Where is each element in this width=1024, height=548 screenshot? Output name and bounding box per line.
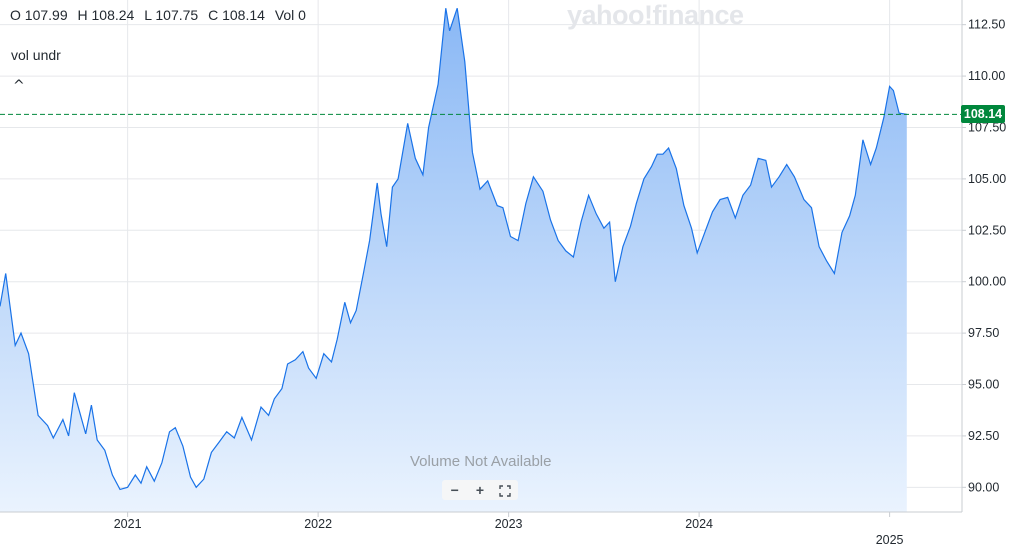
close-value: C 108.14 [208, 7, 265, 23]
y-tick-label: 90.00 [968, 480, 999, 494]
ohlc-readout: O 107.99 H 108.24 L 107.75 C 108.14 Vol … [10, 7, 312, 23]
x-tick-label: 2021 [114, 517, 142, 531]
low-value: L 107.75 [144, 7, 199, 23]
x-tick-label: 2025 [876, 533, 904, 547]
y-tick-label: 107.50 [968, 120, 1006, 134]
collapse-chevron-icon[interactable]: ^ [13, 78, 25, 94]
yahoo-finance-watermark: yahoo!finance [567, 0, 744, 30]
fullscreen-icon[interactable] [493, 480, 517, 500]
y-axis-ticks: 90.00 92.50 95.00 97.50 100.00 102.50 105.00 10… [962, 18, 1006, 494]
y-tick-label: 95.00 [968, 378, 999, 392]
x-tick-label: 2024 [685, 517, 713, 531]
current-price-tag: 108.14 [961, 105, 1005, 124]
y-tick-label: 105.00 [968, 172, 1006, 186]
price-line [0, 8, 907, 491]
study-label[interactable]: vol undr [11, 47, 61, 63]
y-tick-label: 97.50 [968, 326, 999, 340]
zoom-in-button[interactable]: + [475, 482, 485, 498]
x-tick-label: 2022 [304, 517, 332, 531]
volume-not-available: Volume Not Available [410, 453, 552, 470]
high-value: H 108.24 [77, 7, 135, 23]
open-value: O 107.99 [10, 7, 68, 23]
y-tick-label: 110.00 [968, 69, 1005, 83]
y-tick-label: 100.00 [968, 275, 1006, 289]
zoom-controls: − + [442, 480, 518, 500]
y-tick-label: 102.50 [968, 223, 1006, 237]
volume-value: Vol 0 [274, 7, 306, 23]
x-tick-label: 2023 [495, 517, 523, 531]
x-axis-ticks: 2021 2022 2023 2024 2025 [114, 512, 904, 547]
price-area [0, 8, 907, 512]
y-tick-label: 92.50 [968, 429, 999, 443]
y-tick-label: 112.50 [968, 18, 1005, 32]
zoom-out-button[interactable]: − [450, 482, 459, 498]
